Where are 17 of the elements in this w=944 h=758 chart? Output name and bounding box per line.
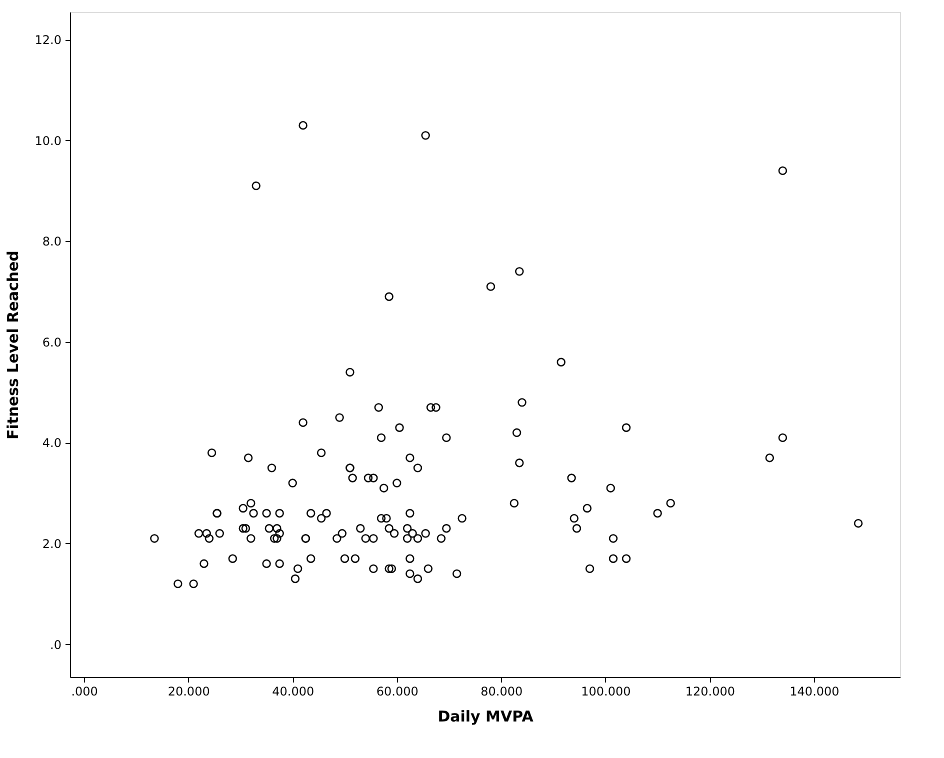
x-tick-label: 120.000 xyxy=(685,684,736,698)
y-tick-label: .0 xyxy=(50,638,62,652)
y-tick-label: 6.0 xyxy=(42,335,62,350)
x-tick-label: 20.000 xyxy=(168,684,210,698)
x-tick-label: .000 xyxy=(71,684,98,698)
x-tick-label: 100.000 xyxy=(581,684,631,698)
x-tick-label: 80.000 xyxy=(480,684,523,698)
y-axis-title: Fitness Level Reached xyxy=(4,250,22,440)
x-tick-label: 60.000 xyxy=(376,684,418,698)
y-tick-label: 12.0 xyxy=(34,33,62,48)
x-axis-title: Daily MVPA xyxy=(438,708,534,726)
x-tick-label: 40.000 xyxy=(272,684,314,698)
y-tick-label: 8.0 xyxy=(42,234,62,249)
y-tick-label: 4.0 xyxy=(42,436,62,450)
x-tick-label: 140.000 xyxy=(790,684,840,698)
y-tick-label: 2.0 xyxy=(42,536,62,551)
y-tick-label: 10.0 xyxy=(34,134,62,148)
